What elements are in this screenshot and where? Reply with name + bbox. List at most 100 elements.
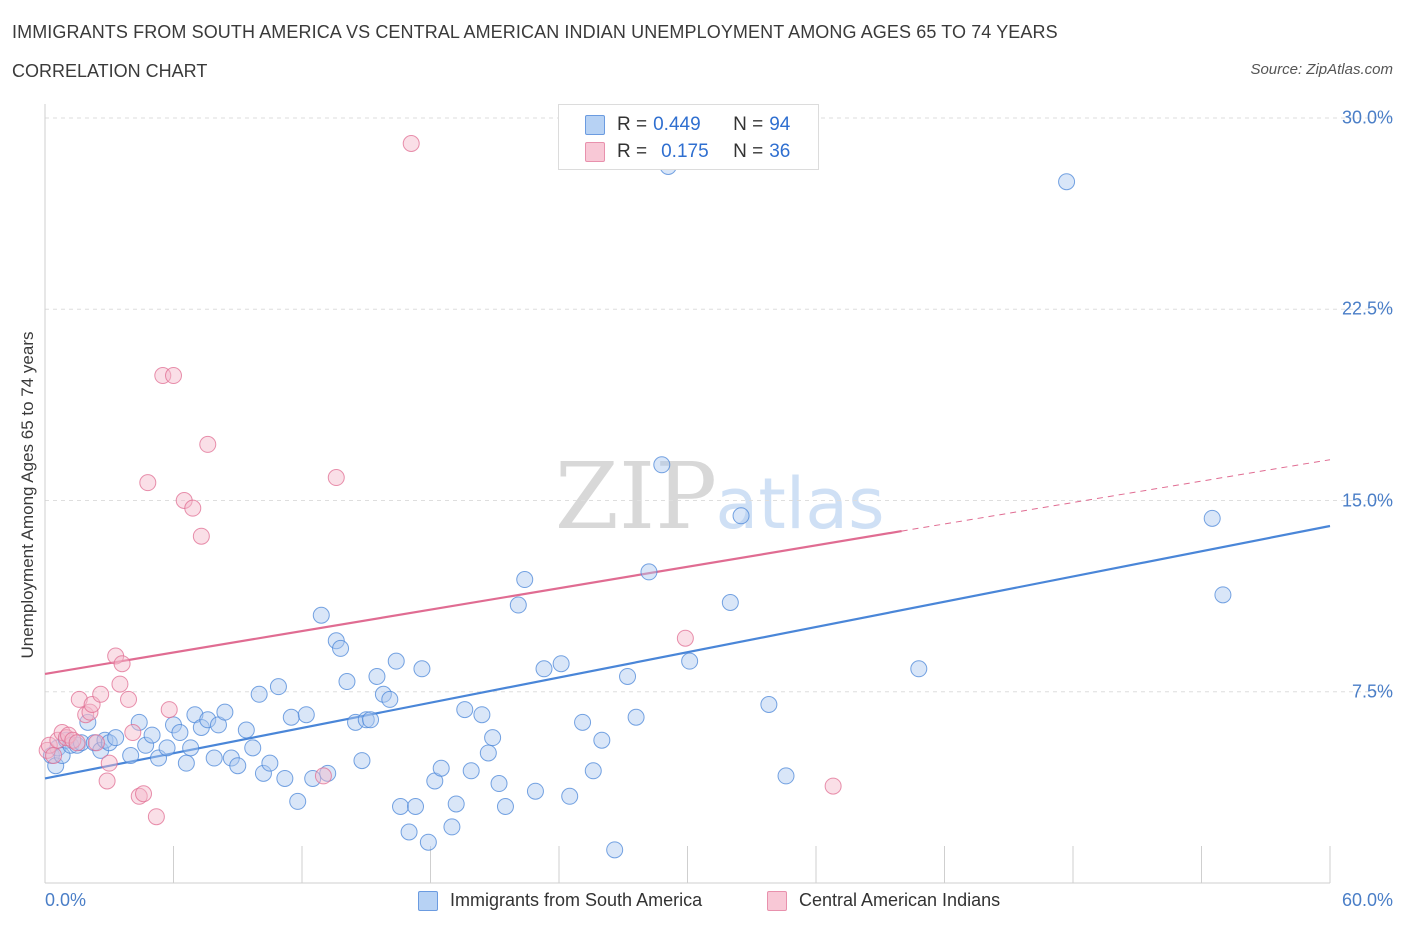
point-south-america (289, 792, 307, 810)
point-central-american-indians (184, 499, 202, 517)
x-tick-label-max: 60.0% (1341, 890, 1393, 910)
point-central-american-indians (147, 808, 165, 826)
point-central-american-indians (124, 724, 142, 742)
point-central-american-indians (824, 777, 842, 795)
pink-swatch (585, 142, 605, 162)
point-central-american-indians (45, 747, 63, 764)
point-south-america (490, 775, 508, 793)
point-south-america (276, 769, 294, 787)
point-south-america (574, 713, 592, 731)
point-south-america (269, 678, 287, 696)
n-label: N = (733, 114, 764, 135)
point-central-american-indians (327, 469, 345, 487)
point-south-america (653, 456, 671, 474)
point-south-america (516, 571, 534, 589)
point-south-america (552, 655, 570, 673)
point-south-america (419, 833, 437, 851)
point-south-america (473, 706, 491, 724)
point-central-american-indians (135, 785, 153, 803)
r-label: R = (617, 141, 648, 162)
point-south-america (496, 798, 514, 815)
legend-row-blue: R = 0.449 N = 94 (585, 114, 790, 136)
x-tick-label-min: 0.0% (45, 890, 87, 910)
point-south-america (509, 596, 527, 614)
point-central-american-indians (314, 767, 332, 785)
point-south-america (387, 652, 405, 670)
point-south-america (205, 749, 223, 767)
point-south-america (721, 594, 739, 611)
point-south-america (413, 660, 431, 678)
y-tick-label: 22.5% (1341, 298, 1393, 319)
point-south-america (327, 632, 345, 650)
point-south-america (681, 652, 699, 670)
point-south-america (177, 754, 195, 772)
point-south-america (640, 563, 658, 581)
point-south-america (143, 726, 161, 744)
point-central-american-indians (402, 135, 420, 152)
point-south-america (606, 841, 624, 859)
point-south-america (381, 690, 399, 708)
point-south-america (254, 764, 272, 782)
point-central-american-indians (139, 474, 157, 492)
point-south-america (362, 711, 380, 729)
point-south-america (447, 795, 465, 813)
point-south-america (432, 759, 450, 777)
legend-item-central-american-indians: Central American Indians (767, 890, 1000, 911)
point-south-america (1203, 509, 1221, 527)
point-south-america (400, 823, 418, 841)
source-label: Source: ZipAtlas.com (1250, 61, 1393, 78)
point-central-american-indians (100, 754, 118, 772)
point-south-america (456, 701, 474, 719)
point-south-america (216, 703, 234, 721)
point-south-america (535, 660, 553, 678)
point-south-america (304, 769, 322, 787)
point-central-american-indians (165, 367, 182, 385)
point-south-america (407, 798, 425, 815)
trend-line-extension (901, 459, 1331, 532)
point-south-america (250, 685, 268, 703)
point-south-america (732, 507, 750, 525)
point-south-america (244, 739, 262, 757)
blue-swatch (585, 115, 605, 135)
r-label: R = (617, 114, 648, 135)
point-south-america (479, 744, 497, 762)
point-south-america (171, 724, 189, 742)
n-label: N = (733, 141, 764, 162)
point-south-america (1058, 173, 1076, 191)
n-value: 36 (769, 141, 791, 162)
chart-title: IMMIGRANTS FROM SOUTH AMERICA VS CENTRAL… (12, 22, 1058, 42)
watermark-atlas: atlas (715, 463, 884, 545)
point-south-america (237, 721, 255, 739)
point-south-america (627, 708, 645, 726)
y-tick-label: 7.5% (1351, 681, 1393, 702)
point-south-america (462, 762, 480, 780)
y-tick-label: 30.0% (1341, 107, 1393, 128)
n-value: 94 (769, 114, 791, 135)
point-south-america (332, 639, 350, 657)
point-south-america (158, 739, 176, 757)
point-south-america (777, 767, 795, 785)
pink-swatch (767, 890, 787, 911)
point-south-america (593, 731, 611, 749)
r-value: 0.175 (661, 141, 709, 162)
point-south-america (1214, 586, 1232, 604)
point-south-america (368, 667, 386, 685)
point-south-america (47, 757, 65, 775)
point-central-american-indians (199, 435, 217, 453)
correlation-legend: R = 0.449 N = 94 R = 0.175 N = 36 (558, 104, 819, 170)
watermark-zip: ZIP (555, 443, 717, 550)
legend-label: Central American Indians (799, 890, 1001, 910)
point-south-america (199, 711, 217, 729)
legend-label: Immigrants from South America (450, 890, 703, 910)
point-south-america (137, 736, 155, 754)
point-central-american-indians (160, 701, 178, 719)
point-south-america (229, 757, 247, 775)
point-central-american-indians (111, 675, 129, 693)
point-central-american-indians (98, 772, 116, 790)
r-value: 0.449 (653, 114, 701, 135)
point-south-america (561, 787, 579, 805)
point-south-america (584, 762, 602, 780)
point-south-america (910, 660, 928, 678)
point-south-america (338, 673, 356, 691)
point-south-america (347, 713, 365, 731)
